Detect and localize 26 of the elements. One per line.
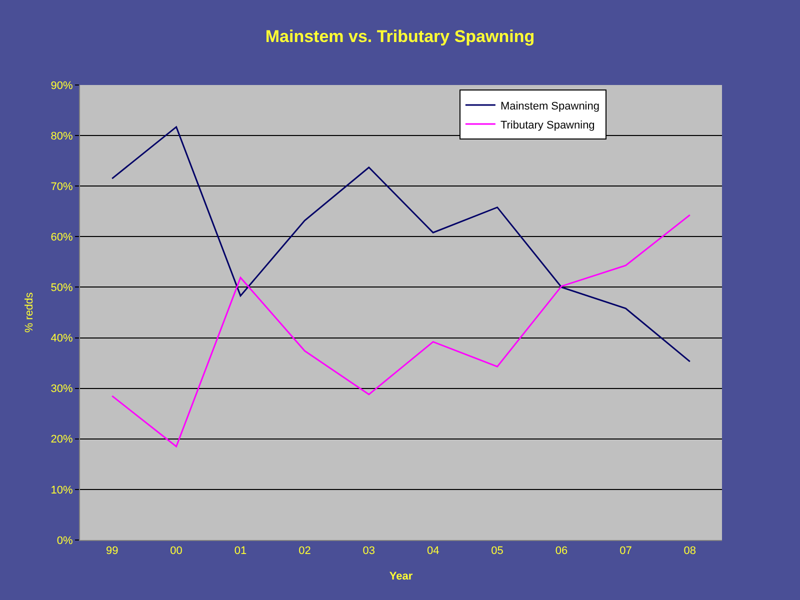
x-tick-label: 08: [684, 545, 696, 558]
y-tick-label: 40%: [50, 332, 74, 345]
y-tick-label: 60%: [50, 232, 74, 244]
x-tick-label: 03: [362, 545, 376, 558]
x-tick-label: 05: [491, 545, 504, 558]
y-tick-label: 70%: [50, 180, 74, 193]
legend-label: Mainstem Spawning: [500, 100, 600, 112]
y-tick-label: 30%: [50, 383, 74, 396]
y-tick-label: 90%: [50, 80, 74, 92]
x-tick-label: 07: [620, 545, 632, 558]
x-tick-label: 02: [298, 545, 311, 558]
y-tick-label: 50%: [50, 282, 74, 294]
x-axis-title: Year: [389, 570, 414, 582]
x-tick-label: 01: [234, 545, 247, 558]
legend-label: Tributary Spawning: [500, 119, 595, 132]
chart-title: Mainstem vs. Tributary Spawning: [265, 26, 535, 46]
y-tick-label: 20%: [50, 434, 74, 446]
x-tick-label: 04: [426, 545, 440, 558]
y-axis-title: % redds: [23, 292, 36, 333]
x-tick-label: 99: [106, 545, 118, 558]
y-tick-label: 10%: [50, 484, 74, 496]
line-series: [111, 214, 691, 448]
y-tick-label: 80%: [50, 130, 74, 142]
x-tick-label: 06: [555, 545, 568, 558]
y-tick-label: 0%: [56, 534, 74, 547]
x-tick-label: 00: [170, 545, 182, 558]
